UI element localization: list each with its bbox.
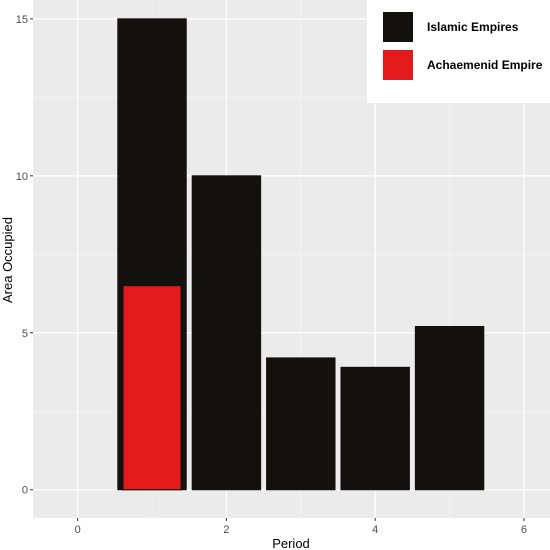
bar-islamic-empires-2 [191,175,262,491]
x-tick-label: 4 [372,524,378,536]
bar-islamic-empires-3 [266,357,336,491]
y-tick-label: 0 [22,485,28,497]
x-axis: 0 2 4 6 [75,518,527,536]
y-tick-label: 15 [16,14,28,26]
bar-islamic-empires-4 [340,366,410,491]
legend-key-2 [383,50,413,80]
x-tick-label: 0 [75,524,81,536]
x-tick-label: 2 [223,524,229,536]
legend-label-2: Achaemenid Empire [427,58,543,72]
x-tick-label: 6 [521,524,527,536]
legend-key-1 [383,12,413,42]
legend: Islamic Empires Achaemenid Empire [367,0,550,103]
bar-islamic-empires-5 [414,325,485,491]
bars-layer [117,18,485,491]
bar-achaemenid-empire-1 [122,285,182,491]
y-tick-label: 10 [16,171,28,183]
legend-label-1: Islamic Empires [427,20,519,34]
x-axis-title: Period [272,536,310,550]
y-axis-title: Area Occupied [0,217,15,303]
y-axis: 0 5 10 15 [16,14,33,497]
y-tick-label: 5 [22,328,28,340]
